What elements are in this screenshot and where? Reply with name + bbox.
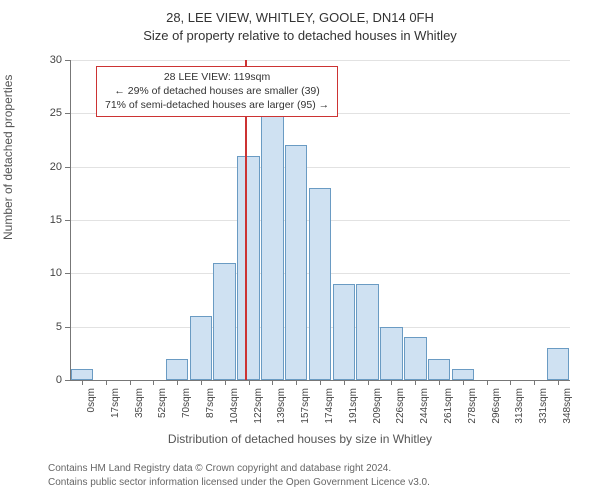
x-tick-mark [439, 380, 440, 385]
x-tick-label: 70sqm [181, 388, 192, 428]
histogram-bar [452, 369, 475, 380]
x-tick-label: 17sqm [110, 388, 121, 428]
y-axis-title: Number of detached properties [1, 75, 15, 240]
x-tick-mark [487, 380, 488, 385]
y-tick-label: 5 [32, 321, 62, 333]
x-tick-label: 226sqm [395, 388, 406, 428]
chart-container: 28, LEE VIEW, WHITLEY, GOOLE, DN14 0FH S… [0, 0, 600, 500]
x-tick-label: 244sqm [419, 388, 430, 428]
y-tick-label: 30 [32, 54, 62, 66]
histogram-bar [71, 369, 94, 380]
x-tick-label: 122sqm [253, 388, 264, 428]
annotation-box: 28 LEE VIEW: 119sqm← 29% of detached hou… [96, 66, 338, 117]
x-tick-label: 174sqm [324, 388, 335, 428]
histogram-bar [356, 284, 379, 380]
histogram-bar [404, 337, 427, 380]
x-tick-label: 191sqm [348, 388, 359, 428]
x-tick-mark [320, 380, 321, 385]
x-tick-mark [225, 380, 226, 385]
y-tick-label: 25 [32, 107, 62, 119]
histogram-bar [309, 188, 332, 380]
x-tick-label: 209sqm [372, 388, 383, 428]
histogram-bar [285, 145, 308, 380]
x-tick-label: 313sqm [514, 388, 525, 428]
histogram-bar [237, 156, 260, 380]
title-line-1: 28, LEE VIEW, WHITLEY, GOOLE, DN14 0FH [0, 10, 600, 25]
x-tick-mark [534, 380, 535, 385]
x-tick-mark [249, 380, 250, 385]
histogram-bar [213, 263, 236, 380]
annotation-line: 71% of semi-detached houses are larger (… [105, 98, 329, 112]
histogram-bar [380, 327, 403, 380]
x-tick-mark [201, 380, 202, 385]
x-tick-label: 261sqm [443, 388, 454, 428]
x-tick-label: 139sqm [276, 388, 287, 428]
x-tick-mark [82, 380, 83, 385]
footer-line-1: Contains HM Land Registry data © Crown c… [48, 462, 430, 476]
histogram-bar [166, 359, 189, 380]
x-tick-label: 35sqm [134, 388, 145, 428]
histogram-bar [547, 348, 570, 380]
histogram-bar [428, 359, 451, 380]
x-tick-mark [130, 380, 131, 385]
y-axis-line [70, 60, 71, 380]
x-tick-mark [296, 380, 297, 385]
histogram-bar [190, 316, 213, 380]
x-tick-mark [463, 380, 464, 385]
y-tick-label: 20 [32, 161, 62, 173]
footer-attribution: Contains HM Land Registry data © Crown c… [48, 462, 430, 489]
histogram-bar [333, 284, 356, 380]
x-tick-label: 278sqm [467, 388, 478, 428]
x-tick-label: 157sqm [300, 388, 311, 428]
x-axis-title: Distribution of detached houses by size … [0, 432, 600, 446]
x-tick-label: 52sqm [157, 388, 168, 428]
y-tick-label: 10 [32, 267, 62, 279]
x-tick-mark [106, 380, 107, 385]
x-tick-mark [510, 380, 511, 385]
x-tick-label: 296sqm [491, 388, 502, 428]
x-tick-mark [272, 380, 273, 385]
footer-line-2: Contains public sector information licen… [48, 476, 430, 490]
x-tick-mark [344, 380, 345, 385]
y-tick-label: 15 [32, 214, 62, 226]
x-tick-label: 331sqm [538, 388, 549, 428]
annotation-line: 28 LEE VIEW: 119sqm [105, 70, 329, 84]
histogram-bar [261, 113, 284, 380]
x-tick-label: 87sqm [205, 388, 216, 428]
x-tick-label: 104sqm [229, 388, 240, 428]
x-tick-mark [558, 380, 559, 385]
x-tick-mark [368, 380, 369, 385]
x-tick-mark [391, 380, 392, 385]
x-tick-label: 0sqm [86, 388, 97, 428]
title-line-2: Size of property relative to detached ho… [0, 28, 600, 43]
x-tick-mark [415, 380, 416, 385]
x-tick-mark [177, 380, 178, 385]
gridline [70, 167, 570, 168]
x-tick-mark [153, 380, 154, 385]
x-tick-label: 348sqm [562, 388, 573, 428]
gridline [70, 60, 570, 61]
y-tick-label: 0 [32, 374, 62, 386]
annotation-line: ← 29% of detached houses are smaller (39… [105, 84, 329, 98]
